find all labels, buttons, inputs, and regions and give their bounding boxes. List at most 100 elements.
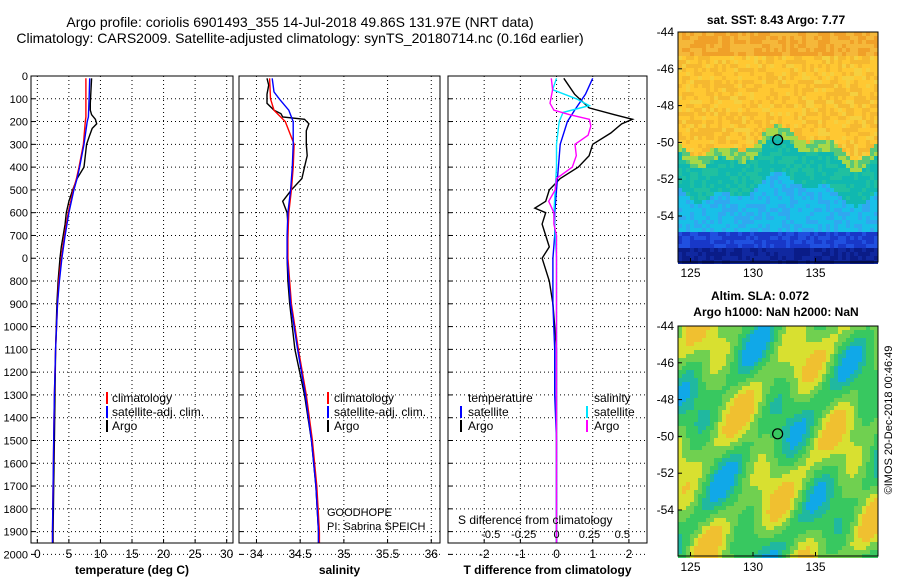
map-cell	[742, 216, 746, 220]
map-cell	[694, 72, 698, 76]
map-cell	[838, 100, 842, 104]
map-cell	[714, 40, 718, 44]
map-cell	[874, 172, 878, 176]
map-cell	[810, 204, 814, 208]
map-cell	[786, 462, 790, 466]
map-cell	[746, 88, 750, 92]
map-cell	[794, 204, 798, 208]
map-x-tick-label: 135	[805, 266, 825, 280]
map-cell	[718, 116, 722, 120]
map-cell	[774, 354, 778, 358]
map-cell	[730, 228, 734, 232]
map-cell	[834, 164, 838, 168]
map-cell	[694, 434, 698, 438]
map-cell	[874, 136, 878, 140]
map-cell	[802, 342, 806, 346]
map-cell	[838, 430, 842, 434]
map-cell	[822, 414, 826, 418]
map-cell	[810, 244, 814, 248]
map-cell	[750, 116, 754, 120]
map-cell	[778, 342, 782, 346]
map-cell	[858, 342, 862, 346]
x-axis-label: temperature (deg C)	[75, 563, 189, 577]
map-cell	[826, 450, 830, 454]
map-cell	[870, 426, 874, 430]
map-cell	[822, 160, 826, 164]
map-cell	[858, 224, 862, 228]
map-cell	[742, 56, 746, 60]
map-cell	[830, 462, 834, 466]
map-cell	[718, 192, 722, 196]
map-cell	[774, 374, 778, 378]
map-cell	[774, 188, 778, 192]
map-cell	[750, 402, 754, 406]
map-cell	[786, 240, 790, 244]
map-cell	[834, 156, 838, 160]
map-cell	[822, 200, 826, 204]
map-cell	[686, 180, 690, 184]
map-cell	[850, 366, 854, 370]
map-cell	[870, 386, 874, 390]
map-cell	[730, 350, 734, 354]
map-cell	[742, 450, 746, 454]
map-cell	[746, 358, 750, 362]
map-cell	[694, 256, 698, 260]
map-cell	[770, 466, 774, 470]
map-cell	[726, 120, 730, 124]
map-cell	[762, 386, 766, 390]
map-cell	[766, 188, 770, 192]
map-cell	[770, 422, 774, 426]
map-cell	[734, 176, 738, 180]
map-cell	[718, 366, 722, 370]
map-cell	[822, 116, 826, 120]
map-cell	[770, 434, 774, 438]
map-cell	[730, 406, 734, 410]
map-cell	[786, 216, 790, 220]
map-cell	[698, 212, 702, 216]
map-cell	[762, 220, 766, 224]
map-cell	[758, 124, 762, 128]
map-cell	[694, 44, 698, 48]
map-cell	[774, 362, 778, 366]
map-cell	[766, 390, 770, 394]
map-cell	[742, 358, 746, 362]
map-cell	[874, 220, 878, 224]
map-cell	[734, 180, 738, 184]
map-cell	[866, 418, 870, 422]
map-cell	[818, 164, 822, 168]
map-cell	[730, 454, 734, 458]
map-cell	[830, 64, 834, 68]
legend-climatology-label: climatology	[112, 391, 172, 405]
map-cell	[826, 204, 830, 208]
map-cell	[706, 44, 710, 48]
map-cell	[746, 426, 750, 430]
map-cell	[730, 212, 734, 216]
map-cell	[858, 176, 862, 180]
map-cell	[774, 462, 778, 466]
map-cell	[834, 76, 838, 80]
map-cell	[834, 330, 838, 334]
map-cell	[830, 330, 834, 334]
map-cell	[790, 386, 794, 390]
map-cell	[858, 434, 862, 438]
map-cell	[842, 386, 846, 390]
map-cell	[762, 450, 766, 454]
map-cell	[822, 224, 826, 228]
map-cell	[718, 406, 722, 410]
map-cell	[802, 184, 806, 188]
map-cell	[734, 458, 738, 462]
map-cell	[778, 100, 782, 104]
map-cell	[714, 140, 718, 144]
map-cell	[806, 104, 810, 108]
map-cell	[690, 36, 694, 40]
map-cell	[678, 168, 682, 172]
map-cell	[810, 330, 814, 334]
map-cell	[714, 156, 718, 160]
map-cell	[826, 56, 830, 60]
map-cell	[770, 252, 774, 256]
map-cell	[742, 370, 746, 374]
map-cell	[694, 112, 698, 116]
map-cell	[754, 370, 758, 374]
map-cell	[742, 52, 746, 56]
map-cell	[830, 144, 834, 148]
